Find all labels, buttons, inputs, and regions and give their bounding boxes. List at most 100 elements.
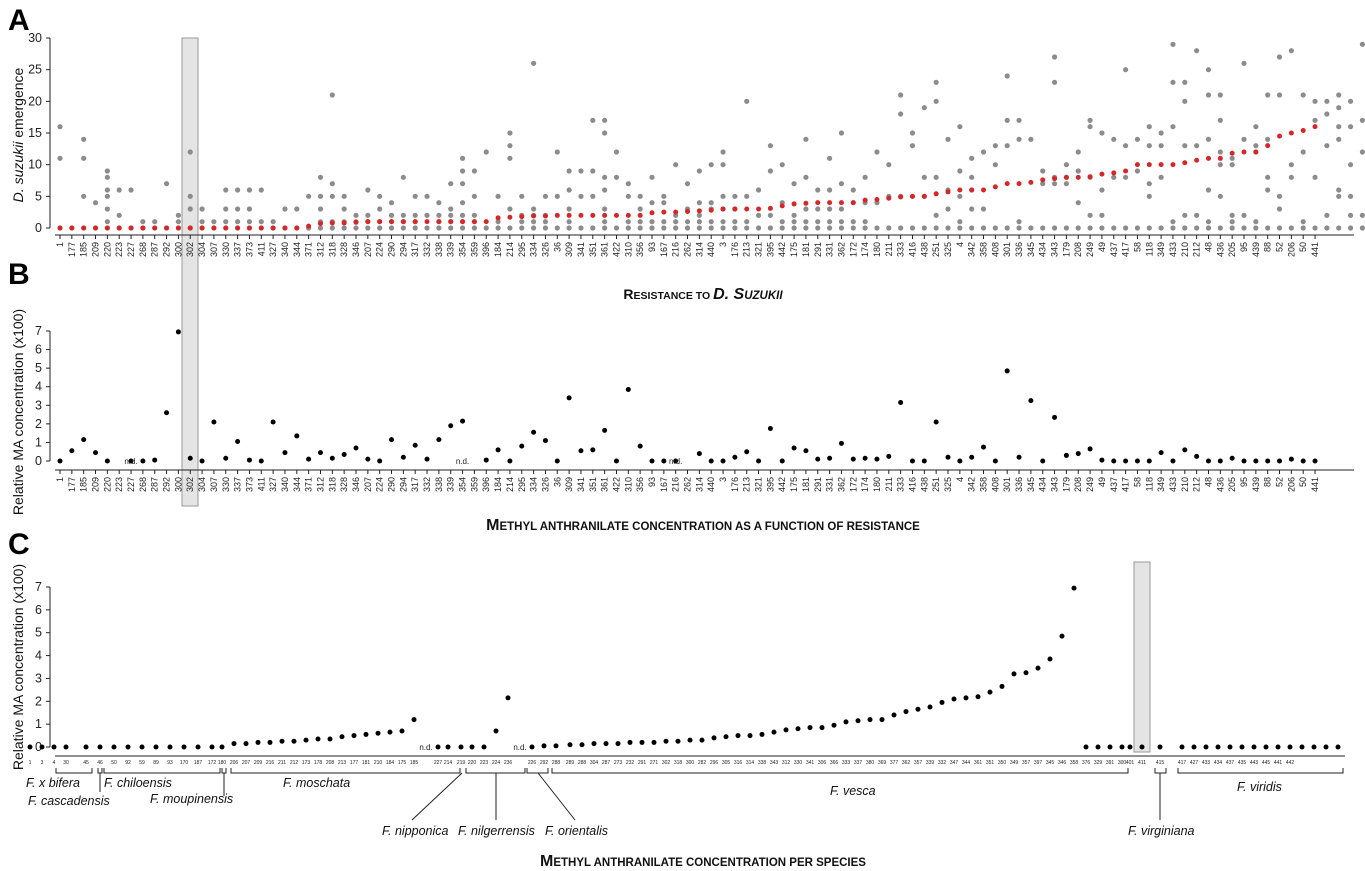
ma-point [933, 419, 939, 425]
panel-b-x-tick-label: 185 [79, 477, 89, 492]
emergence-point [507, 155, 513, 161]
panel-a-x-tick-label: 408 [990, 242, 1000, 257]
median-point [448, 219, 454, 225]
emergence-point [294, 206, 300, 212]
species-ma-point [1263, 744, 1269, 750]
emergence-point [1359, 212, 1365, 218]
panel-c-x-tick-label: 300 [686, 760, 695, 766]
emergence-point [732, 219, 738, 225]
emergence-point [1324, 143, 1330, 149]
panel-a-x-tick-label: 346 [351, 242, 361, 257]
panel-a-x-tick-label: 358 [979, 242, 989, 257]
emergence-point [1182, 98, 1188, 104]
emergence-point [388, 225, 395, 231]
panel-b-x-tick-label: 411 [256, 477, 266, 491]
median-point [341, 220, 347, 226]
panel-b-x-tick-label: 290 [387, 477, 397, 492]
ma-point [93, 450, 99, 456]
panel-c-x-tick-label: 273 [614, 760, 623, 766]
emergence-point [1276, 225, 1283, 231]
not-detected-label: n.d. [513, 743, 526, 752]
panel-a-x-tick-label: 290 [387, 242, 397, 257]
panel-c-x-tick-label: 210 [374, 760, 383, 766]
emergence-point [104, 219, 110, 225]
panel-b-x-tick-label: 302 [185, 477, 195, 492]
emergence-point [424, 193, 430, 199]
emergence-point [1099, 212, 1105, 218]
ma-point [815, 456, 821, 462]
panel-b-x-tick-label: 331 [825, 477, 835, 492]
panel-b-x-tick-label: 440 [706, 477, 716, 492]
emergence-point [673, 225, 679, 231]
panel-c-x-tick-label: 329 [1094, 760, 1103, 766]
panel-a-x-tick-label: 176 [730, 242, 740, 257]
panel-b-x-tick-label: 301 [1002, 477, 1012, 492]
emergence-point [1040, 181, 1046, 187]
median-point [519, 214, 525, 220]
ma-point [377, 458, 383, 464]
ma-point [661, 458, 667, 464]
emergence-point [1111, 174, 1117, 180]
median-point [1087, 174, 1093, 180]
emergence-point [459, 181, 466, 187]
emergence-point [1347, 193, 1354, 199]
panel-b-x-tick-label: 343 [1050, 477, 1060, 492]
panel-c-x-tick-label: 296 [710, 760, 719, 766]
not-detected-label: n.d. [124, 457, 137, 466]
species-ma-point [339, 734, 345, 740]
emergence-point [1016, 136, 1022, 142]
species-ma-point [529, 744, 535, 750]
panel-c-x-tick-label: 357 [1022, 760, 1031, 766]
median-point [294, 225, 300, 231]
species-bracket [230, 768, 461, 774]
ma-point [175, 329, 181, 335]
panel-b-x-tick-label: 300 [173, 477, 183, 492]
species-ma-point [291, 738, 297, 744]
species-label: F. nipponica [382, 824, 449, 838]
panel-a-x-tick-label: 58 [1132, 242, 1142, 252]
emergence-point [1288, 225, 1294, 231]
panel-c: Relative MA concentration (x100) METHYL … [10, 564, 1345, 870]
emergence-point [388, 200, 395, 206]
panel-c-x-tick-label: 172 [208, 760, 217, 766]
emergence-point [980, 149, 987, 155]
species-ma-point [445, 744, 451, 750]
panel-c-y-tick-label: 5 [35, 626, 42, 640]
emergence-point [258, 187, 264, 193]
emergence-point [1063, 162, 1069, 168]
panel-c-x-tick-label: 187 [194, 760, 203, 766]
panel-b-x-tick-label: 176 [730, 477, 740, 492]
median-point [152, 225, 158, 231]
species-ma-point [675, 738, 681, 744]
species-ma-point [1119, 744, 1125, 750]
emergence-point [708, 200, 714, 206]
panel-c-y-tick-label: 4 [35, 649, 42, 663]
median-point [637, 212, 643, 218]
panel-a-x-tick-label: 179 [1061, 242, 1071, 257]
panel-b-x-tick-label: 338 [434, 477, 444, 492]
median-point [57, 225, 63, 231]
emergence-point [602, 187, 608, 193]
emergence-point [1182, 212, 1188, 218]
emergence-point [104, 174, 110, 180]
emergence-point [969, 155, 975, 161]
median-point [1099, 171, 1105, 177]
ma-point [566, 395, 572, 401]
ma-point [531, 429, 537, 435]
panel-c-x-tick-label: 411 [1138, 760, 1146, 766]
emergence-point [1146, 181, 1152, 187]
panel-c-x-tick-label: 220 [468, 760, 477, 766]
emergence-point [1051, 54, 1058, 60]
panel-a-x-tick-label: 181 [801, 242, 811, 257]
ma-point [1288, 456, 1294, 462]
median-point [270, 225, 276, 231]
highlight-band-c [1133, 561, 1151, 753]
panel-b-x-tick-label: 211 [884, 477, 894, 491]
median-point [945, 189, 951, 195]
median-point [838, 200, 844, 206]
emergence-point [827, 155, 833, 161]
emergence-point [554, 193, 560, 199]
species-ma-point [387, 729, 393, 735]
panel-a-x-tick-label: 327 [268, 242, 278, 257]
emergence-point [969, 225, 975, 231]
